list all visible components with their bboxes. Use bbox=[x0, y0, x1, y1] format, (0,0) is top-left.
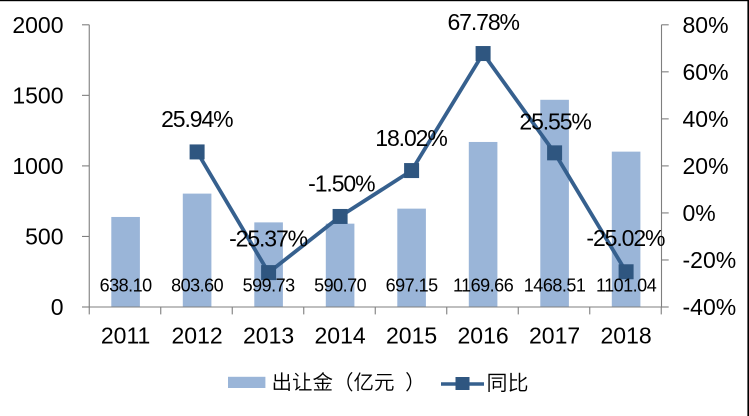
svg-text:67.78%: 67.78% bbox=[447, 9, 519, 35]
svg-text:500: 500 bbox=[25, 224, 63, 250]
svg-text:2014: 2014 bbox=[315, 323, 366, 349]
svg-text:638.10: 638.10 bbox=[100, 276, 153, 296]
svg-text:-25.37%: -25.37% bbox=[229, 226, 308, 252]
svg-text:25.55%: 25.55% bbox=[519, 108, 591, 134]
svg-text:40%: 40% bbox=[683, 106, 729, 132]
svg-text:60%: 60% bbox=[683, 59, 729, 85]
svg-text:2016: 2016 bbox=[458, 323, 509, 349]
svg-text:803.60: 803.60 bbox=[171, 276, 224, 296]
svg-text:2011: 2011 bbox=[101, 323, 150, 349]
svg-text:18.02%: 18.02% bbox=[375, 125, 447, 151]
svg-text:1169.66: 1169.66 bbox=[453, 276, 514, 296]
svg-text:1000: 1000 bbox=[12, 153, 63, 179]
svg-text:0: 0 bbox=[51, 294, 64, 320]
svg-text:599.73: 599.73 bbox=[243, 276, 296, 296]
svg-text:-1.50%: -1.50% bbox=[308, 170, 375, 196]
svg-text:-20%: -20% bbox=[683, 247, 737, 273]
svg-text:1500: 1500 bbox=[12, 82, 63, 108]
svg-text:2000: 2000 bbox=[12, 12, 63, 38]
svg-text:0%: 0% bbox=[683, 200, 716, 226]
svg-text:80%: 80% bbox=[683, 12, 729, 38]
svg-text:590.70: 590.70 bbox=[314, 276, 367, 296]
svg-text:2017: 2017 bbox=[529, 323, 580, 349]
svg-text:25.94%: 25.94% bbox=[161, 106, 233, 132]
svg-text:2015: 2015 bbox=[386, 323, 437, 349]
svg-text:2018: 2018 bbox=[601, 323, 652, 349]
svg-text:-40%: -40% bbox=[683, 294, 737, 320]
svg-text:2012: 2012 bbox=[172, 323, 223, 349]
svg-text:1101.04: 1101.04 bbox=[596, 276, 657, 296]
svg-text:-25.02%: -25.02% bbox=[586, 225, 665, 251]
svg-text:1468.51: 1468.51 bbox=[524, 276, 586, 296]
svg-text:697.15: 697.15 bbox=[386, 276, 439, 296]
svg-text:2013: 2013 bbox=[243, 323, 294, 349]
svg-text:20%: 20% bbox=[683, 153, 729, 179]
